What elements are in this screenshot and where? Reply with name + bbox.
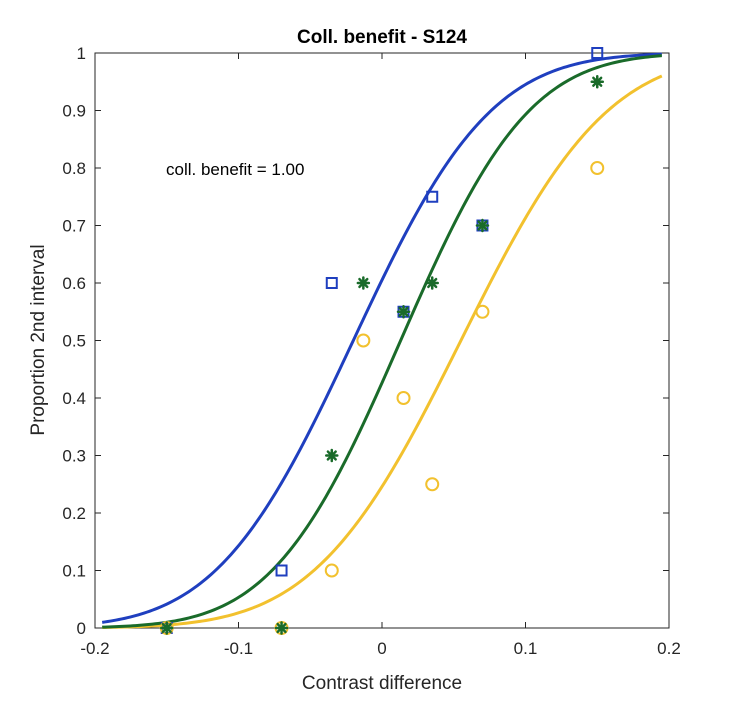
y-axis-label: Proportion 2nd interval (28, 244, 49, 435)
square-marker (426, 190, 439, 203)
circle-marker (356, 333, 371, 348)
data-markers (159, 47, 605, 635)
asterisk-marker (475, 218, 490, 233)
y-tick-label: 0.5 (62, 332, 86, 351)
y-tick-label: 0 (77, 619, 86, 638)
circle-marker (475, 304, 490, 319)
yellow-fit-curve (102, 74, 663, 629)
green-fit-curve (102, 54, 662, 629)
y-tick-label: 0.4 (62, 389, 86, 408)
chart-title: Coll. benefit - S124 (297, 27, 467, 48)
collective-benefit-annotation: coll. benefit = 1.00 (166, 160, 304, 179)
y-tick-label: 0.2 (62, 504, 86, 523)
circle-marker (425, 477, 440, 492)
x-tick-label: 0.1 (514, 639, 538, 658)
asterisk-marker (425, 276, 439, 290)
asterisk-marker (274, 621, 289, 635)
y-tick-label: 0.1 (62, 562, 86, 581)
square-marker (325, 277, 338, 289)
asterisk-marker (356, 276, 371, 290)
axes-box (94, 52, 670, 629)
circle-marker (324, 563, 339, 578)
square-marker (591, 47, 604, 59)
x-tick-label: 0.2 (657, 639, 681, 658)
y-tick-label: 0.7 (62, 217, 86, 236)
square-marker (275, 564, 288, 577)
x-axis-label: Contrast difference (302, 673, 462, 694)
asterisk-marker (325, 448, 339, 463)
circle-marker (590, 161, 605, 175)
y-tick-label: 0.3 (62, 447, 86, 466)
asterisk-marker (590, 75, 604, 89)
y-tick-label: 0.9 (62, 102, 86, 121)
x-tick-label: 0 (377, 639, 386, 658)
blue-fit-curve (101, 52, 662, 624)
circle-marker (396, 391, 411, 405)
x-tick-label: -0.2 (80, 639, 109, 658)
y-tick-label: 0.6 (62, 274, 86, 293)
asterisk-marker (160, 621, 174, 635)
plot-area (94, 52, 670, 629)
fit-curves (101, 52, 663, 629)
asterisk-marker (396, 305, 411, 319)
y-tick-label: 1 (77, 44, 86, 63)
axis-ticks: -0.2 -0.1 0 0.1 0.2 0 0.1 0.2 0.3 0.4 0.5 0.6 0.7 0.8… (62, 44, 680, 658)
y-tick-label: 0.8 (62, 159, 86, 178)
x-tick-label: -0.1 (224, 639, 253, 658)
